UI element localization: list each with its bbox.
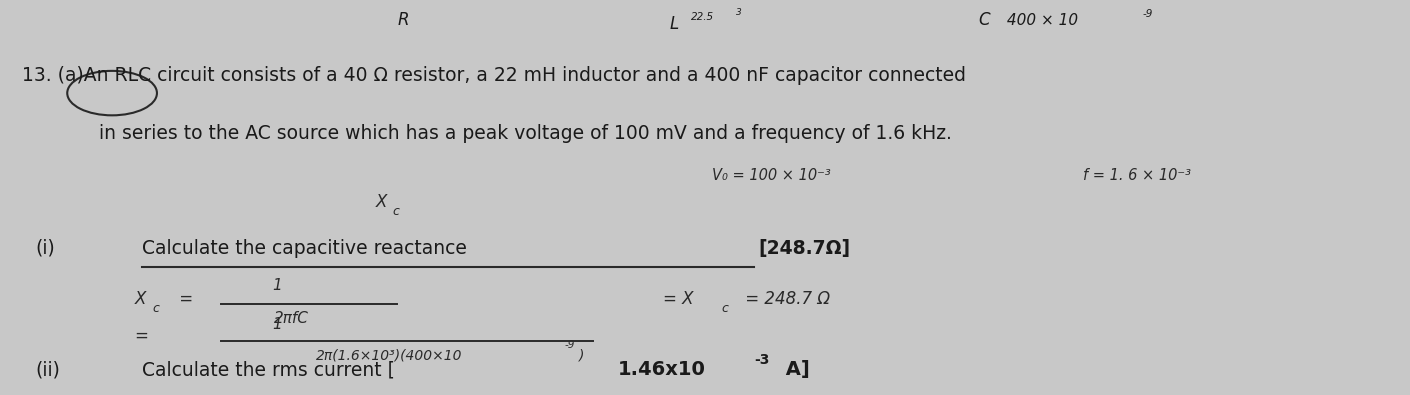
Text: 13. (a)An RLC circuit consists of a 40 Ω resistor, a 22 mH inductor and a 400 nF: 13. (a)An RLC circuit consists of a 40 Ω… [23,66,966,85]
Text: Calculate the rms current [: Calculate the rms current [ [141,360,395,379]
Text: =: = [134,327,148,344]
Text: 2πfC: 2πfC [274,311,309,326]
Text: R: R [398,11,409,30]
Text: 2π(1.6×10³)(400×10: 2π(1.6×10³)(400×10 [316,349,462,363]
Text: V₀ = 100 × 10⁻³: V₀ = 100 × 10⁻³ [712,168,830,183]
Text: 22.5: 22.5 [691,12,713,23]
Text: -9: -9 [1142,9,1153,19]
Text: c: c [722,301,729,314]
Text: (ii): (ii) [35,360,59,379]
Text: Calculate the capacitive reactance: Calculate the capacitive reactance [141,239,472,258]
Text: X: X [375,193,386,211]
Text: C: C [979,11,990,30]
Text: 1: 1 [272,278,282,293]
Text: -9: -9 [565,340,575,350]
Text: ): ) [580,349,584,363]
Text: = 248.7 Ω: = 248.7 Ω [740,290,830,308]
Text: A]: A] [780,360,809,379]
Text: L: L [670,15,680,33]
Text: 1.46x10: 1.46x10 [618,360,706,379]
Text: 1: 1 [272,317,282,332]
Text: 3: 3 [736,8,742,17]
Text: c: c [152,301,159,314]
Text: c: c [392,205,399,218]
Text: =: = [173,290,193,308]
Text: -3: -3 [754,353,770,367]
Text: f = 1. 6 × 10⁻³: f = 1. 6 × 10⁻³ [1083,168,1191,183]
Text: = X: = X [663,290,694,308]
Text: [248.7Ω]: [248.7Ω] [759,239,850,258]
Text: 400 × 10: 400 × 10 [1003,13,1079,28]
Text: (i): (i) [35,239,55,258]
Text: in series to the AC source which has a peak voltage of 100 mV and a frequency of: in series to the AC source which has a p… [100,124,952,143]
Text: X: X [134,290,145,308]
